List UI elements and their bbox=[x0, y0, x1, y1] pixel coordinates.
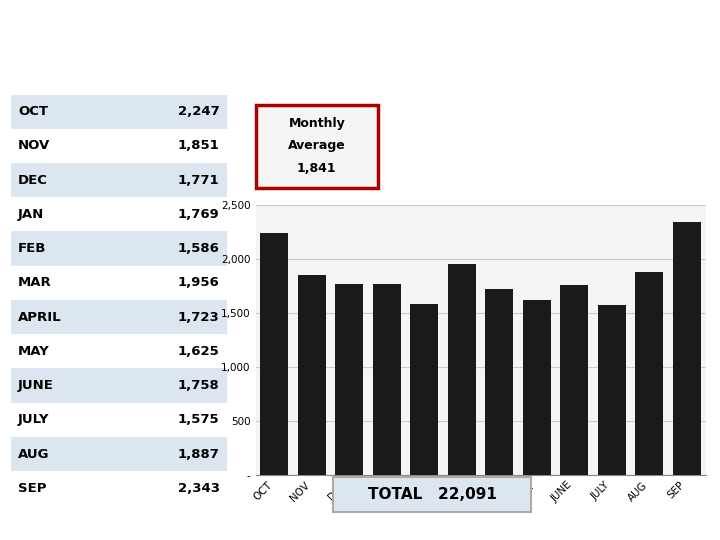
Text: MAR: MAR bbox=[18, 276, 52, 289]
Text: APRIL: APRIL bbox=[18, 310, 62, 323]
Bar bbox=[11, 163, 227, 197]
Text: FEB: FEB bbox=[18, 242, 46, 255]
Bar bbox=[256, 105, 378, 188]
Text: 1,841: 1,841 bbox=[297, 161, 337, 175]
Text: AUG: AUG bbox=[18, 448, 50, 461]
Bar bbox=[635, 272, 663, 475]
Text: JAN: JAN bbox=[18, 208, 44, 221]
Bar bbox=[373, 284, 401, 475]
Text: JULY: JULY bbox=[18, 413, 50, 426]
Bar bbox=[11, 94, 227, 129]
Text: 1,771: 1,771 bbox=[178, 174, 220, 187]
Text: 2,343: 2,343 bbox=[178, 482, 220, 495]
Bar bbox=[11, 197, 227, 232]
Text: 1,769: 1,769 bbox=[178, 208, 220, 221]
Bar bbox=[261, 233, 289, 475]
Text: OCT: OCT bbox=[18, 105, 48, 118]
Text: 1,887: 1,887 bbox=[178, 448, 220, 461]
Text: Average: Average bbox=[288, 139, 346, 152]
Bar bbox=[448, 264, 476, 475]
Bar bbox=[11, 368, 227, 403]
Text: TOTAL   22,091: TOTAL 22,091 bbox=[368, 487, 496, 502]
Bar bbox=[11, 266, 227, 300]
Bar bbox=[410, 304, 438, 475]
Text: FY16 CDRs: FY16 CDRs bbox=[140, 26, 360, 60]
Bar bbox=[11, 232, 227, 266]
Text: MAY: MAY bbox=[18, 345, 50, 358]
Bar bbox=[11, 471, 227, 505]
Bar bbox=[11, 403, 227, 437]
Text: JUNE: JUNE bbox=[18, 379, 54, 392]
Text: 1,851: 1,851 bbox=[178, 139, 220, 152]
Bar bbox=[11, 129, 227, 163]
Text: 1,758: 1,758 bbox=[178, 379, 220, 392]
Bar bbox=[485, 289, 513, 475]
Bar bbox=[11, 334, 227, 368]
Text: 1,956: 1,956 bbox=[178, 276, 220, 289]
Bar bbox=[560, 286, 588, 475]
Bar bbox=[523, 300, 551, 475]
Bar bbox=[336, 284, 364, 475]
Bar bbox=[298, 275, 326, 475]
Bar bbox=[11, 437, 227, 471]
Text: 1,586: 1,586 bbox=[178, 242, 220, 255]
Bar bbox=[11, 300, 227, 334]
Text: SEP: SEP bbox=[18, 482, 47, 495]
Text: Monthly: Monthly bbox=[289, 117, 345, 130]
Text: 1,723: 1,723 bbox=[178, 310, 220, 323]
Bar bbox=[598, 305, 626, 475]
Text: 1,625: 1,625 bbox=[178, 345, 220, 358]
Text: 2,247: 2,247 bbox=[178, 105, 220, 118]
Bar bbox=[672, 222, 701, 475]
Text: DEC: DEC bbox=[18, 174, 48, 187]
Text: 1,575: 1,575 bbox=[178, 413, 220, 426]
Text: NOV: NOV bbox=[18, 139, 50, 152]
